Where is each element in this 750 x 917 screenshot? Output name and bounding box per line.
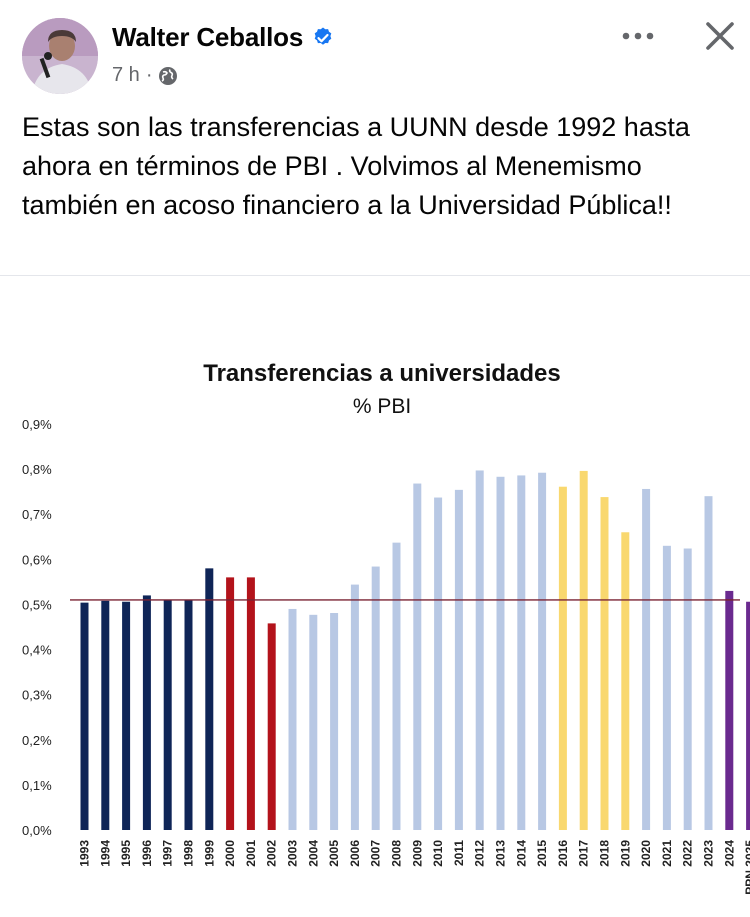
x-tick-label: 2024 <box>722 840 736 867</box>
bar <box>642 488 651 830</box>
bar <box>725 590 734 830</box>
bar <box>101 600 110 830</box>
bar <box>434 497 443 830</box>
x-tick-label: 1997 <box>161 840 175 867</box>
y-tick-label: 0,1% <box>22 778 52 793</box>
post-meta: 7 h · <box>112 64 178 87</box>
x-tick-label: 2006 <box>348 840 362 867</box>
x-tick-label: 2005 <box>327 840 341 867</box>
chart-title: Transferencias a universidades <box>203 360 561 387</box>
x-tick-label: 2008 <box>390 840 404 867</box>
x-tick-label: 2007 <box>369 840 383 867</box>
y-tick-label: 0,5% <box>22 597 52 612</box>
x-tick-label: 2012 <box>473 840 487 867</box>
x-tick-label: 1996 <box>140 840 154 867</box>
x-tick-label: 2003 <box>286 840 300 867</box>
author-row: Walter Ceballos <box>112 22 335 53</box>
bar <box>330 613 339 830</box>
bar <box>746 601 750 830</box>
bar <box>683 548 692 830</box>
bar <box>475 470 484 830</box>
x-tick-label: 2011 <box>452 840 466 866</box>
close-icon <box>706 22 734 50</box>
y-tick-label: 0,7% <box>22 507 52 522</box>
bar <box>142 595 151 830</box>
bar <box>704 496 713 830</box>
more-options-button[interactable] <box>612 24 664 48</box>
bar <box>496 476 505 830</box>
verified-badge-icon <box>314 27 332 45</box>
x-tick-label: 2021 <box>660 840 674 867</box>
bar <box>454 489 463 830</box>
bar <box>350 584 359 830</box>
bar <box>184 599 193 830</box>
bar <box>267 623 276 830</box>
x-tick-label: 2004 <box>306 840 320 867</box>
y-tick-label: 0,6% <box>22 552 52 567</box>
x-tick-label: 2013 <box>494 840 508 867</box>
y-tick-label: 0,8% <box>22 462 52 477</box>
more-options-icon <box>622 32 654 40</box>
x-tick-label: 2017 <box>577 840 591 867</box>
bar-chart: 0,0% 0,1% 0,2% 0,3% 0,4% 0,5% 0,6% 0,7% 0,8% 0,9%… <box>22 417 750 895</box>
post-text: Estas son las transferencias a UUNN desd… <box>22 112 690 220</box>
x-tick-label: 1999 <box>202 840 216 867</box>
y-tick-label: 0,0% <box>22 823 52 838</box>
bar <box>122 601 131 830</box>
x-tick-label: 2009 <box>410 840 424 867</box>
x-tick-label: 2020 <box>639 840 653 867</box>
x-tick-label: PPN 2025 <box>743 840 750 895</box>
y-tick-label: 0,2% <box>22 733 52 748</box>
x-tick-label: 2019 <box>618 840 632 867</box>
x-tick-label: 2010 <box>431 840 445 867</box>
x-tick-label: 2023 <box>702 840 716 867</box>
avatar-photo <box>22 18 98 94</box>
x-tick-label: 2022 <box>681 840 695 867</box>
x-tick-label: 2016 <box>556 840 570 867</box>
bar <box>558 486 567 830</box>
x-tick-label: 2002 <box>265 840 279 867</box>
author-name[interactable]: Walter Ceballos <box>112 22 304 52</box>
bar <box>371 566 380 830</box>
bar <box>80 602 89 830</box>
x-tick-label: 2014 <box>514 840 528 867</box>
post-timestamp[interactable]: 7 h <box>112 64 140 86</box>
x-tick-label: 2015 <box>535 840 549 867</box>
x-tick-label: 1995 <box>119 840 133 867</box>
chart-subtitle: % PBI <box>352 395 412 418</box>
close-button[interactable] <box>700 16 740 56</box>
bar <box>538 472 547 830</box>
meta-separator: · <box>145 64 153 86</box>
bar <box>226 577 235 830</box>
bar <box>413 483 422 830</box>
bar <box>288 608 297 830</box>
bar <box>246 577 255 830</box>
bar <box>662 545 671 830</box>
bar <box>392 542 401 830</box>
x-tick-label: 2018 <box>598 840 612 867</box>
divider <box>0 275 750 276</box>
bar <box>621 532 630 830</box>
y-tick-label: 0,9% <box>22 417 52 432</box>
bar <box>163 599 172 830</box>
bar <box>309 614 318 830</box>
post-header: Walter Ceballos 7 h · <box>0 0 750 100</box>
bar <box>517 475 526 830</box>
x-tick-label: 2000 <box>223 840 237 867</box>
y-tick-label: 0,4% <box>22 643 52 658</box>
x-tick-label: 2001 <box>244 840 258 867</box>
x-tick-label: 1993 <box>78 840 92 867</box>
bar <box>579 470 588 830</box>
avatar[interactable] <box>22 18 98 94</box>
bar <box>600 497 609 830</box>
y-tick-label: 0,3% <box>22 688 52 703</box>
bar <box>205 568 214 830</box>
x-tick-label: 1994 <box>98 840 112 867</box>
x-tick-label: 1998 <box>182 840 196 867</box>
globe-icon[interactable] <box>158 66 178 86</box>
